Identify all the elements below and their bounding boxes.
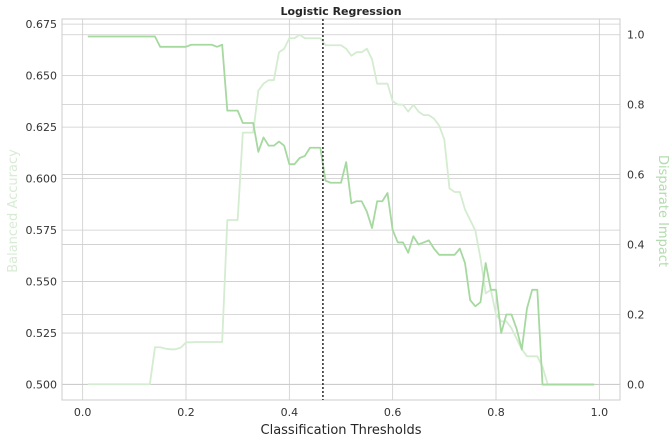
left-tick-labels: 0.500 0.525 0.550 0.575 0.600 0.625 0.650 0.675: [26, 18, 58, 391]
left-tick-label: 0.525: [26, 327, 58, 340]
x-tick-label: 0.2: [177, 406, 195, 419]
left-gridlines: [62, 23, 620, 385]
right-tick-label: 0.8: [627, 99, 645, 112]
x-tick-label: 0.4: [281, 406, 299, 419]
right-tick-label: 1.0: [627, 29, 645, 42]
left-tick-label: 0.675: [26, 18, 58, 31]
right-axis-label: Disparate Impact: [655, 155, 669, 267]
right-tick-labels: 0.0 0.2 0.4 0.6 0.8 1.0: [627, 29, 645, 392]
left-tick-label: 0.650: [26, 70, 58, 83]
right-gridlines: [62, 34, 620, 385]
x-tick-label: 0.0: [74, 406, 92, 419]
x-tick-label: 0.6: [384, 406, 402, 419]
right-tick-label: 0.2: [627, 308, 645, 321]
plot-frame: [61, 18, 621, 401]
right-tick-label: 0.6: [627, 169, 645, 182]
balanced-accuracy-line: [87, 35, 595, 386]
x-tick-label: 1.0: [591, 406, 609, 419]
x-axis-label: Classification Thresholds: [261, 423, 422, 438]
left-tick-label: 0.625: [26, 121, 58, 134]
right-tick-label: 0.4: [627, 238, 645, 251]
left-tick-label: 0.550: [26, 276, 58, 289]
left-tick-label: 0.600: [26, 173, 58, 186]
series-layer: [87, 33, 595, 386]
x-tick-label: 0.8: [487, 406, 505, 419]
vertical-gridlines: [82, 19, 600, 400]
disparate-impact-line: [87, 33, 595, 386]
left-tick-label: 0.575: [26, 224, 58, 237]
x-tick-labels: 0.0 0.2 0.4 0.6 0.8 1.0: [74, 406, 608, 419]
left-tick-label: 0.500: [26, 379, 58, 392]
right-tick-label: 0.0: [627, 378, 645, 391]
chart-title: Logistic Regression: [280, 5, 401, 18]
left-axis-label: Balanced Accuracy: [6, 149, 21, 273]
